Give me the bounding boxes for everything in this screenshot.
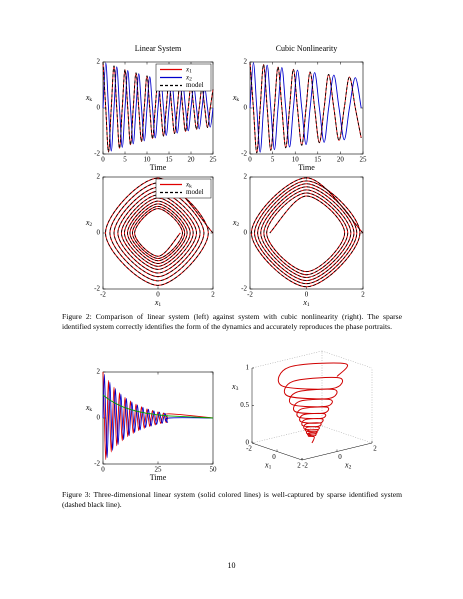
x-tick-label: 15	[314, 156, 322, 164]
y-tick-label: 2	[97, 58, 101, 66]
x-tick-label: 0	[305, 291, 309, 299]
legend-label: xk	[185, 180, 192, 190]
y-tick-label: 2	[244, 58, 248, 66]
y-tick-label: -2	[94, 150, 100, 158]
y-tick-label: -2	[94, 285, 100, 293]
series-line	[102, 61, 214, 153]
x-axis-label: x1	[302, 298, 310, 308]
x-tick-label: 20	[337, 156, 345, 164]
x-tick-label: 25	[360, 156, 368, 164]
y-tick-label: 2	[97, 368, 101, 376]
x-tick-label: 20	[188, 156, 196, 164]
trajectory-3d	[277, 362, 349, 444]
legend-box	[155, 178, 212, 199]
x-axis-label: x1	[154, 298, 162, 308]
y-tick-label: 0	[338, 453, 342, 461]
phase-trajectory	[105, 177, 214, 286]
x-tick-label: 0	[248, 156, 252, 164]
y-tick-label: 0	[97, 229, 101, 237]
y-tick-label: 2	[373, 445, 377, 453]
x-tick-label: 0	[156, 291, 160, 299]
x-axis-label: Time	[150, 163, 167, 172]
x-tick-label: 25	[155, 466, 163, 474]
y-tick-label: -2	[302, 462, 308, 470]
y-tick-label: 0	[97, 104, 101, 112]
series-line	[102, 373, 214, 459]
box-edge	[321, 425, 373, 444]
x-tick-label: 15	[166, 156, 174, 164]
z-tick-label: 0	[246, 439, 250, 447]
x-axis-label: Time	[298, 163, 315, 172]
y-tick-label: 2	[244, 173, 248, 181]
x-tick-label: 5	[123, 156, 127, 164]
x-tick-label: 0	[101, 466, 105, 474]
x-tick-label: 50	[210, 466, 218, 474]
x-tick-label: 0	[272, 453, 276, 461]
y-axis-label: x2	[232, 218, 240, 228]
y-axis-label: x2	[85, 218, 93, 228]
y-axis-label: xk	[85, 93, 93, 103]
y-tick-label: -2	[241, 150, 247, 158]
series-line	[249, 62, 362, 153]
page-number: 10	[227, 561, 236, 570]
x-tick-label: 25	[210, 156, 218, 164]
legend-label: x2	[185, 73, 192, 83]
box-edge	[321, 350, 373, 369]
panel-title: Linear System	[135, 44, 182, 53]
y-axis-label: xk	[85, 403, 93, 413]
y-axis-label: x2	[344, 460, 352, 470]
panel-title: Cubic Nonlinearity	[276, 44, 338, 53]
y-tick-label: -2	[94, 460, 100, 468]
series-line	[249, 61, 362, 154]
x-tick-label: 2	[361, 291, 365, 299]
series-line	[102, 394, 214, 419]
x-tick-label: 2	[297, 462, 301, 470]
y-tick-label: -2	[241, 285, 247, 293]
z-tick-label: 1	[246, 364, 250, 372]
box-edge	[251, 350, 323, 369]
box-edge	[251, 425, 323, 444]
caption: Figure 2: Comparison of linear system (l…	[62, 312, 402, 331]
legend-label: model	[186, 81, 204, 89]
x-axis-label: x1	[264, 460, 272, 470]
y-tick-label: 2	[97, 173, 101, 181]
caption: Figure 3: Three-dimensional linear syste…	[62, 490, 402, 509]
legend-label: x1	[185, 65, 192, 75]
y-tick-label: 0	[244, 229, 248, 237]
y-tick-label: 0	[97, 414, 101, 422]
y-tick-label: 0	[244, 104, 248, 112]
x-tick-label: 10	[292, 156, 300, 164]
y-axis-label: xk	[232, 93, 240, 103]
x-tick-label: 2	[211, 291, 215, 299]
x-tick-label: -2	[100, 291, 106, 299]
x-tick-label: 5	[271, 156, 275, 164]
legend-label: model	[186, 188, 204, 196]
x-axis-label: Time	[150, 473, 167, 482]
phase-trajectory	[251, 177, 364, 288]
x-tick-label: -2	[246, 445, 252, 453]
x-tick-label: -2	[247, 291, 253, 299]
z-axis-label: x3	[231, 382, 239, 392]
x-tick-label: 0	[101, 156, 105, 164]
z-tick-label: 0.5	[240, 401, 249, 409]
x-tick-label: 10	[144, 156, 152, 164]
